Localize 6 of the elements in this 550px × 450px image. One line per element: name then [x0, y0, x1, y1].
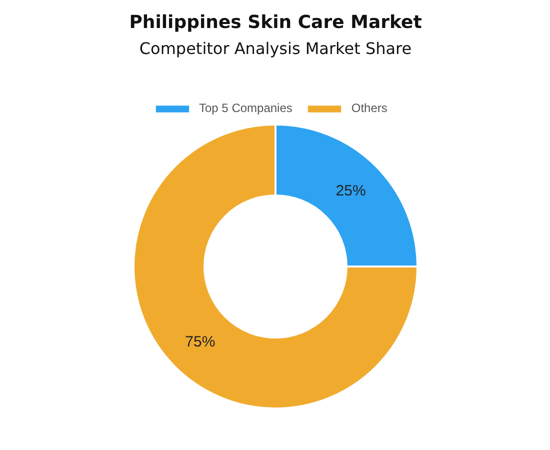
data-label: 75% — [185, 333, 216, 350]
chart-subtitle: Competitor Analysis Market Share — [139, 39, 412, 58]
data-label: 25% — [336, 182, 366, 200]
legend-label: Others — [351, 101, 388, 115]
legend-label: Top 5 Companies — [199, 101, 292, 115]
chart-title: Philippines Skin Care Market — [129, 12, 422, 33]
